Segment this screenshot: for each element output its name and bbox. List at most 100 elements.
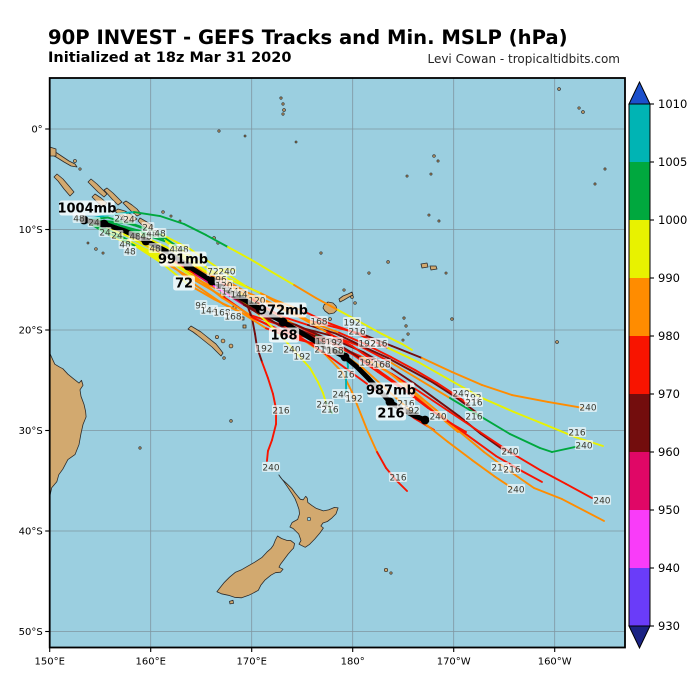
- hour-label-bg: [592, 495, 612, 506]
- x-tick-label: 150°E: [34, 657, 64, 668]
- hour-label: 216: [503, 465, 520, 475]
- member-5-seg: [193, 274, 223, 299]
- member-18-seg: [295, 323, 321, 337]
- land-santa-isabel: [103, 187, 123, 206]
- mean-label-bg: [159, 251, 207, 267]
- hour-label-bg: [87, 216, 101, 227]
- member-3-seg: [390, 367, 416, 385]
- island-dot: [401, 338, 405, 342]
- member-11-seg: [519, 469, 543, 483]
- member-1-seg: [391, 345, 423, 359]
- island-dot: [353, 301, 357, 305]
- mean-track-dot: [278, 317, 288, 327]
- hour-label: 48: [129, 232, 141, 242]
- colorbar-tick-label: 1000: [658, 213, 687, 227]
- hour-label: 48: [124, 247, 136, 257]
- member-7-seg: [376, 451, 387, 469]
- hour-label-bg: [261, 461, 281, 472]
- member-8-seg: [309, 367, 319, 383]
- hour-label-bg: [128, 231, 142, 242]
- hour-label: 48: [177, 245, 189, 255]
- member-17-seg: [135, 245, 163, 265]
- mean-label-bg: [268, 327, 300, 343]
- hour-label: 240: [575, 441, 592, 451]
- hour-label-bg: [325, 344, 345, 355]
- y-tick-label: 10°S: [19, 225, 43, 236]
- colorbar-box: [629, 278, 650, 336]
- hour-label-bg: [98, 227, 112, 238]
- member-6-seg: [261, 361, 269, 379]
- island-dot: [228, 343, 234, 349]
- island-dot: [86, 241, 90, 245]
- land-tanna: [242, 324, 247, 329]
- hour-label: 24: [99, 228, 111, 238]
- hour-label: 216: [348, 327, 365, 337]
- hour-label-bg: [464, 411, 484, 422]
- island-dot: [217, 129, 221, 133]
- hour-label: 192: [255, 344, 272, 354]
- island-dot: [294, 140, 298, 144]
- member-7-seg: [359, 411, 369, 433]
- hour-label: 192: [293, 352, 310, 362]
- hour-label: 120: [248, 296, 265, 306]
- hour-label: 216: [465, 412, 482, 422]
- member-6-seg: [266, 450, 269, 462]
- land-corner-island: [49, 146, 57, 157]
- member-6-seg: [267, 377, 274, 395]
- member-5-seg: [533, 487, 563, 500]
- member-6-seg: [267, 439, 273, 452]
- hour-label-bg: [347, 326, 367, 337]
- island-dot: [222, 356, 226, 360]
- island-dot: [581, 110, 585, 114]
- island-dot: [432, 154, 436, 158]
- island-dot: [389, 571, 393, 575]
- mean-track-dot: [385, 397, 395, 407]
- member-16-seg: [271, 271, 295, 286]
- island-dot: [281, 112, 285, 116]
- member-17-seg: [423, 422, 449, 443]
- land-viti-levu: [322, 301, 338, 315]
- island-dot: [220, 338, 226, 344]
- island-dot: [243, 134, 247, 138]
- hour-label-bg: [578, 401, 598, 412]
- mean-track-dot: [420, 415, 430, 425]
- member-18-seg: [451, 423, 467, 433]
- member-1-seg: [481, 384, 513, 396]
- member-0-seg: [513, 411, 547, 426]
- hour-label: 216: [370, 339, 387, 349]
- member-18-seg: [413, 395, 435, 413]
- hour-label-bg: [369, 337, 389, 348]
- hour-label: 72: [207, 267, 218, 277]
- island-dot: [555, 340, 559, 344]
- mean-label: 972mb: [258, 304, 308, 319]
- member-5-seg: [221, 296, 251, 316]
- hour-label: 48: [149, 244, 161, 254]
- hour-label: 240: [593, 496, 610, 506]
- member-16-seg: [293, 284, 317, 299]
- colorbar-arrow-top: [628, 80, 651, 105]
- island-dot: [101, 251, 105, 255]
- member-10-seg: [409, 369, 433, 383]
- hour-label: 168: [373, 360, 390, 370]
- member-16-seg: [315, 297, 339, 311]
- hour-label: 192: [358, 339, 375, 349]
- member-4-seg: [449, 411, 481, 433]
- member-10-seg: [387, 357, 411, 371]
- member-1-seg: [451, 371, 483, 386]
- hour-label: 24: [123, 215, 135, 225]
- hour-label-bg: [292, 351, 312, 362]
- member-0-seg: [417, 361, 451, 381]
- hour-label-bg: [464, 396, 484, 407]
- island-dot: [279, 96, 283, 100]
- island-dot: [557, 87, 561, 91]
- member-2-seg: [389, 361, 421, 381]
- member-13-seg: [234, 280, 262, 295]
- island-dot: [73, 159, 77, 163]
- member-16-seg: [359, 321, 383, 335]
- hour-label: 192: [359, 358, 376, 368]
- member-5-seg: [459, 431, 485, 453]
- mean-label: 168: [270, 329, 297, 344]
- hour-label: 192: [343, 318, 360, 328]
- member-16-seg: [183, 223, 207, 236]
